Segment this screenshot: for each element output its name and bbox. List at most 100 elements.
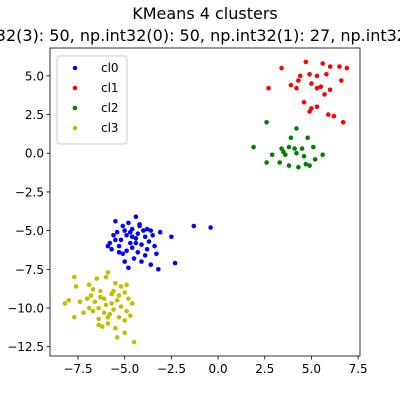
y-tick-label: 2.5 <box>25 108 44 122</box>
cl1-point <box>327 87 333 93</box>
cl3-point <box>103 302 109 308</box>
legend-marker-cl1 <box>72 85 78 91</box>
cl2-point <box>311 144 316 150</box>
cl0-point <box>141 228 146 233</box>
cl3-point <box>77 299 83 305</box>
cl0-point <box>148 228 154 233</box>
chart-title: KMeans 4 clusters <box>132 4 278 23</box>
legend-marker-cl2 <box>72 105 78 111</box>
cl3-point <box>62 301 68 306</box>
cl2-point <box>269 152 275 158</box>
legend: cl0 cl1 cl2 cl3 <box>56 55 128 145</box>
cl0-point <box>124 248 129 254</box>
cl0-point <box>128 229 133 235</box>
cl3-point <box>96 316 101 322</box>
cl3-point <box>131 339 137 345</box>
cl3-point <box>114 298 120 303</box>
cl0-point <box>137 222 142 227</box>
cl3-point <box>116 293 122 298</box>
y-tick-label: 5.0 <box>25 69 44 83</box>
y-tick-label: −5.0 <box>15 224 44 238</box>
y-tick-label: −7.5 <box>15 263 44 277</box>
cl0-point <box>129 234 135 240</box>
cl0-point <box>114 229 120 235</box>
cl3-point <box>100 324 105 329</box>
cl3-point <box>85 296 90 302</box>
cl3-point <box>118 304 124 309</box>
cl1-point <box>340 120 346 125</box>
x-axis: −7.5 −5.0 −2.5 0.0 2.5 5.0 7.5 <box>63 356 368 376</box>
cl3-point <box>72 274 77 280</box>
cl0-point <box>142 234 148 240</box>
cl0-point <box>154 251 159 257</box>
cl3-point <box>105 321 111 326</box>
cl0-point <box>120 223 126 229</box>
legend-label-cl2: cl2 <box>101 101 119 115</box>
cl0-point <box>157 229 163 235</box>
cl1-point <box>301 99 307 105</box>
cl2-point <box>251 144 256 150</box>
cl3-point <box>113 281 118 286</box>
cl0-point <box>126 220 131 226</box>
cl2-point <box>307 163 312 168</box>
cl2-point <box>301 154 307 159</box>
cl3-point <box>122 318 127 323</box>
cl3-point <box>86 305 92 311</box>
cl2-point <box>296 164 301 170</box>
cl3-point <box>72 315 77 320</box>
cl0-point <box>124 233 129 238</box>
cl3-point <box>114 335 120 340</box>
x-tick-label: 5.0 <box>302 362 321 376</box>
cl0-point <box>111 233 116 238</box>
cl3-point <box>92 299 98 305</box>
cl0-point <box>144 226 150 232</box>
cl0-point <box>113 237 118 243</box>
cl2-point <box>294 126 299 131</box>
cl3-point <box>128 313 133 319</box>
legend-label-cl3: cl3 <box>101 121 119 135</box>
cl3-point <box>116 315 122 320</box>
cl0-point <box>133 236 139 241</box>
cl3-point <box>103 274 109 280</box>
cl3-point <box>96 322 101 328</box>
cl2-point <box>299 146 305 151</box>
plot-area <box>62 59 350 345</box>
cl3-point <box>81 310 86 316</box>
chart-subtitle: {np.int32(3): 50, np.int32(0): 50, np.in… <box>0 26 400 45</box>
cl0-point <box>133 240 139 246</box>
x-tick-label: −2.5 <box>157 362 186 376</box>
cl0-point <box>128 240 133 246</box>
cl0-point <box>118 237 124 243</box>
cl1-point <box>279 65 284 71</box>
cl1-point <box>309 81 314 86</box>
cl2-point <box>320 152 326 158</box>
cl1-point <box>322 92 327 97</box>
cl2-point <box>264 120 269 125</box>
cl1-point <box>327 64 333 69</box>
x-tick-label: 2.5 <box>255 362 274 376</box>
cl1-point <box>307 109 312 114</box>
cl3-point <box>96 305 101 311</box>
cl0-point <box>122 259 127 264</box>
cl3-point <box>129 301 135 306</box>
cl0-point <box>144 246 150 252</box>
cl1-point <box>331 113 337 119</box>
cl1-point <box>326 112 331 117</box>
cl3-point <box>73 284 79 289</box>
legend-marker-cl0 <box>72 65 78 71</box>
cl1-point <box>339 78 344 83</box>
axes-frame <box>49 47 361 357</box>
cl0-point <box>126 265 131 271</box>
cl3-point <box>90 287 96 292</box>
cl3-point <box>124 282 129 288</box>
cl3-point <box>66 298 71 303</box>
cl0-point <box>135 231 141 236</box>
cl3-point <box>124 308 129 314</box>
cl1-point <box>297 73 303 79</box>
cl3-point <box>101 310 107 316</box>
x-tick-label: −7.5 <box>63 362 92 376</box>
cl0-point <box>135 250 141 255</box>
cl0-point <box>146 239 152 244</box>
cl0-point <box>156 267 161 272</box>
x-tick-label: 7.5 <box>349 362 368 376</box>
